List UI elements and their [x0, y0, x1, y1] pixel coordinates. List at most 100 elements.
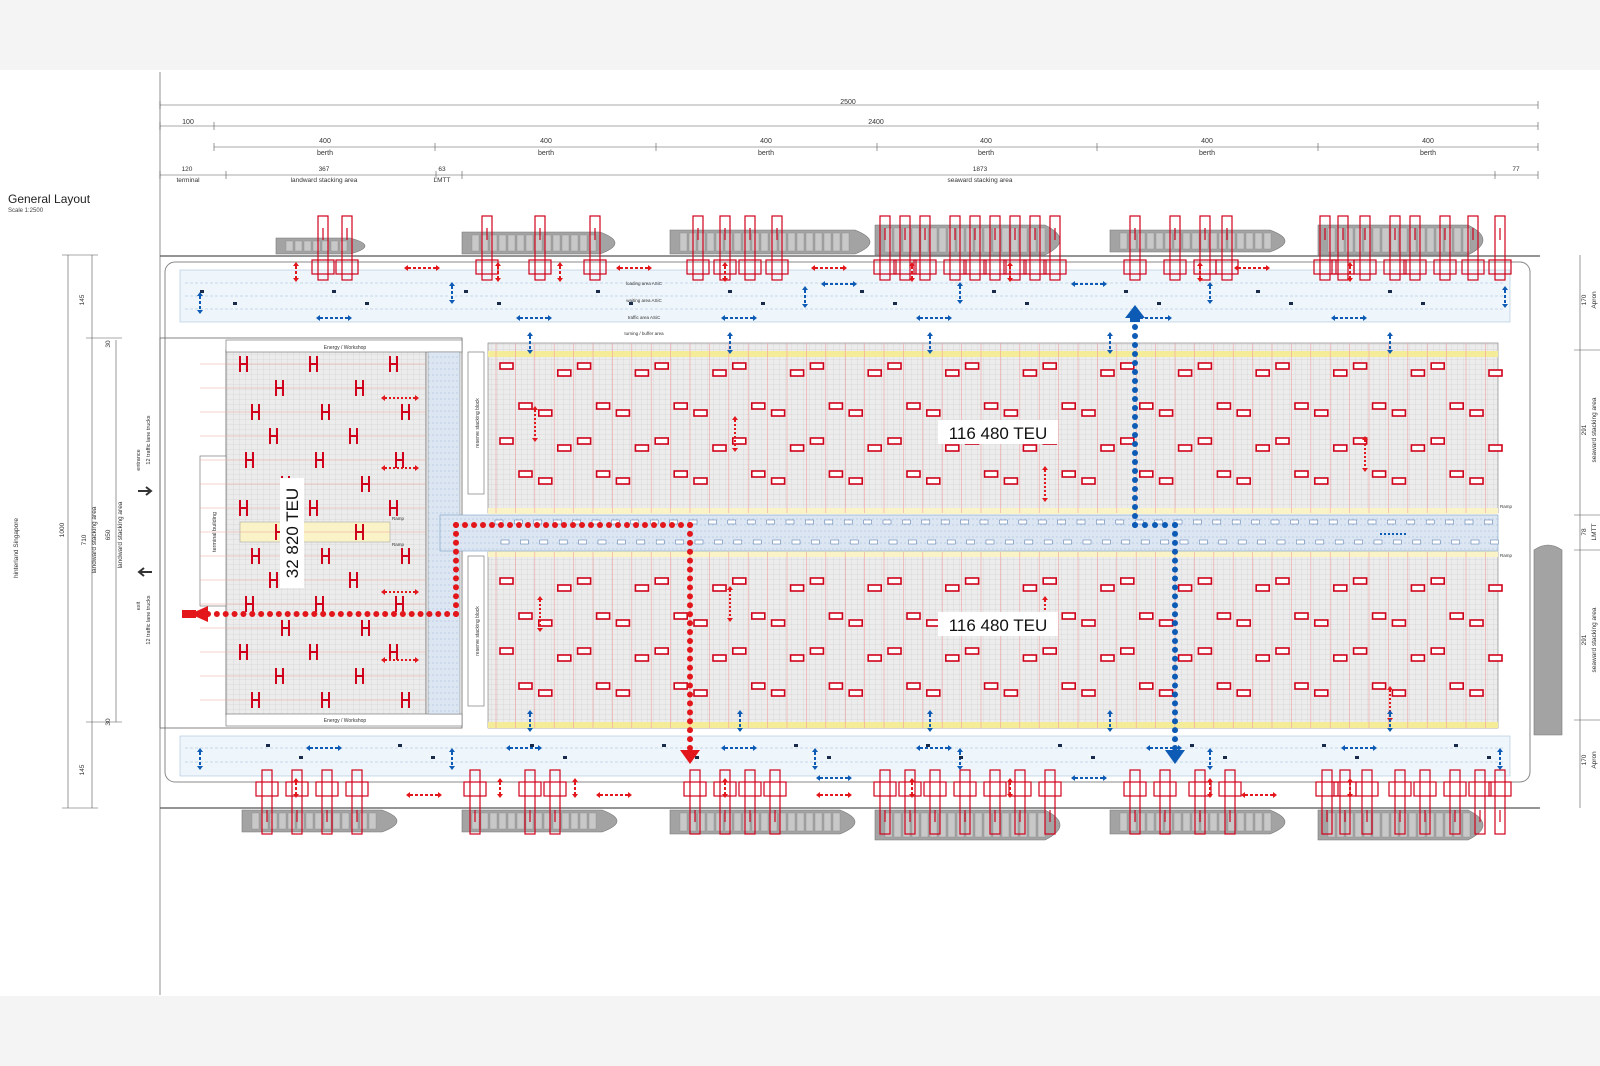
lmtt-vehicle	[1425, 519, 1435, 525]
arrow-head	[497, 778, 503, 798]
red-flow-dot	[275, 611, 282, 617]
svg-text:hinterland Singapore: hinterland Singapore	[13, 518, 20, 578]
ship-bay	[1028, 227, 1037, 253]
landward-crane	[239, 500, 248, 516]
quay-crane	[1443, 769, 1467, 835]
yard-crane	[1255, 369, 1270, 377]
ship-bay	[498, 234, 507, 252]
lmtt-vehicle	[1160, 539, 1169, 545]
crane-leg	[481, 215, 493, 281]
lmtt-vehicle	[1464, 519, 1474, 525]
yard-crane	[615, 409, 631, 417]
red-flow-dot	[687, 522, 693, 528]
yard-crane	[789, 444, 805, 452]
lmtt-vehicle	[1076, 519, 1086, 525]
red-flow-dot	[399, 611, 406, 617]
yard-crane	[1488, 444, 1503, 452]
svg-text:170: 170	[1581, 754, 1588, 765]
left-dimension-chain	[62, 254, 122, 809]
red-flow-dot	[687, 620, 693, 627]
svg-text:400: 400	[760, 138, 772, 145]
agv-vehicle	[464, 290, 468, 293]
crane-portal	[1153, 781, 1177, 797]
quay-crane	[1313, 215, 1337, 281]
crane-portal	[1488, 781, 1512, 797]
red-flow-dot	[213, 611, 220, 617]
crane-portal	[315, 781, 339, 797]
yard-crane	[634, 369, 650, 377]
lmtt-vehicle	[811, 539, 820, 545]
crane-leg	[1014, 769, 1026, 835]
red-flow-dot	[293, 611, 300, 617]
yard-crane	[1469, 477, 1484, 485]
yard-crane	[750, 682, 766, 690]
crane-portal	[1023, 259, 1047, 275]
landward-crane	[401, 548, 410, 564]
svg-text:367: 367	[319, 166, 330, 173]
yard-crane	[518, 682, 533, 690]
lmtt-vehicle	[1309, 519, 1319, 525]
yard-crane	[1275, 577, 1290, 585]
ship-bay	[1037, 812, 1046, 838]
ship-bay	[525, 234, 534, 252]
ship	[1109, 229, 1286, 253]
yard-crane	[1294, 682, 1309, 690]
quay-crane	[1153, 769, 1177, 835]
yard-crane	[1022, 444, 1038, 452]
yard-crane	[770, 619, 786, 627]
blue-flow-dot	[1172, 700, 1178, 707]
yard-crane	[964, 647, 980, 655]
seaward-stacking-bottom	[487, 551, 1499, 729]
landward-crane	[315, 596, 324, 612]
ship-bay	[1119, 812, 1128, 832]
ship-bay	[480, 812, 489, 830]
svg-text:78: 78	[1581, 528, 1588, 536]
yard-crane	[1352, 647, 1368, 655]
agv-vehicle	[1421, 302, 1425, 305]
crane-leg	[1449, 769, 1461, 835]
agv-vehicle	[662, 744, 666, 747]
ship-bay	[1128, 812, 1137, 832]
yard-crane	[983, 682, 999, 690]
crane-leg	[689, 769, 701, 835]
yard-crane	[1352, 577, 1368, 585]
reserve-bottom-label: reserve stacking block	[475, 606, 481, 656]
ship-bay	[1137, 812, 1146, 832]
landward-crane	[321, 692, 330, 708]
yard-crane	[1158, 477, 1174, 485]
landward-crane	[245, 596, 254, 612]
blue-flow-dot	[1132, 360, 1138, 366]
ship-bay	[1417, 812, 1426, 838]
blue-flow-dot	[1132, 396, 1138, 402]
ship-bay	[1173, 812, 1182, 832]
yard-cranes	[499, 362, 1503, 722]
red-flow-dot	[687, 530, 693, 537]
arrow-head	[381, 589, 419, 595]
ship-bay	[570, 812, 579, 830]
yard-crane	[828, 682, 844, 690]
yard-crane	[1100, 369, 1115, 377]
agv-vehicle	[1322, 744, 1326, 747]
lmtt-vehicle	[1484, 519, 1493, 525]
landward-crane	[361, 620, 370, 636]
crane-leg	[744, 215, 756, 281]
ship-bay	[1019, 227, 1028, 253]
crane-portal	[543, 781, 567, 797]
lmtt-vehicle	[766, 519, 775, 525]
crane-leg	[1159, 769, 1171, 835]
red-flow-dot	[222, 611, 229, 617]
yard-crane	[615, 689, 631, 697]
lmtt-vehicle	[1257, 539, 1266, 545]
yard-crane	[693, 477, 708, 485]
lmtt-vehicle	[1115, 519, 1125, 525]
lmtt-vehicle	[1082, 539, 1092, 545]
ship-bay	[1227, 812, 1236, 832]
ship-bay	[938, 227, 947, 253]
red-flow-dot	[267, 611, 273, 617]
yard-crane	[1488, 584, 1503, 592]
agv-vehicle	[530, 744, 534, 747]
yard-crane	[1081, 409, 1096, 417]
ship-bay	[805, 232, 814, 252]
red-flow-dot	[426, 611, 433, 617]
yard-crane	[828, 402, 844, 410]
